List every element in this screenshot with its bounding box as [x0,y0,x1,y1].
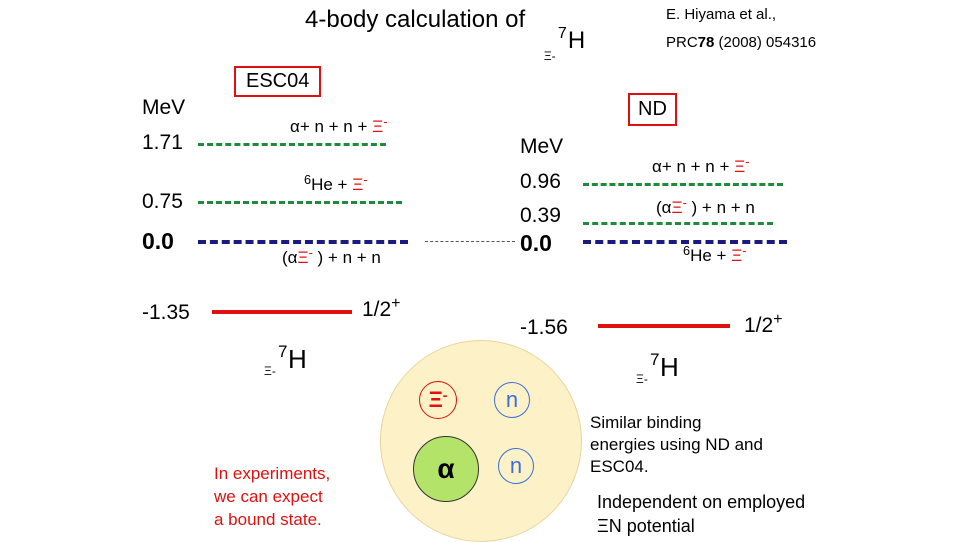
left-energy-1: 1.71 [142,131,183,154]
right-channel-low: 6He + Ξ- [683,242,747,265]
left-energy-3: 0.0 [142,228,174,254]
right-unit: MeV [520,135,564,158]
title-text: 4-body calculation of [305,6,532,33]
right-level-zero [583,240,787,244]
cluster-xi-particle: Ξ- [419,381,457,419]
title-nucleus-mass: 7 [557,25,567,42]
reference-citation: PRC78 (2008) 054316 [666,34,817,51]
left-unit: MeV [142,96,186,119]
right-energy-1: 0.96 [520,170,561,193]
reference-authors: E. Hiyama et al., [666,6,777,23]
right-level-top [583,183,783,186]
cluster-neutron-1: n [494,382,530,418]
left-channel-top: α+ n + n + Ξ- [290,113,388,136]
right-nucleus: Ξ- 7 H [636,350,696,390]
left-level-top [198,143,386,146]
right-channel-top: α+ n + n + Ξ- [652,153,750,176]
esc04-label: ESC04 [234,66,322,97]
note-experiment: In experiments, we can expect a bound st… [214,464,331,529]
right-nucleus-xi: Ξ- [636,372,648,386]
left-level-mid [198,201,402,204]
right-nucleus-element: H [660,352,679,382]
note-similar: Similar binding energies using ND and ES… [590,413,763,476]
right-level-bound [598,324,730,328]
right-nucleus-mass: 7 [650,350,660,369]
left-nucleus-element: H [288,344,307,374]
left-energy-2: 0.75 [142,190,183,213]
left-level-bound [212,310,352,314]
cluster-alpha-particle: α [413,436,479,502]
left-channel-mid: 6He + Ξ- [304,171,368,194]
left-level-zero [198,240,408,244]
right-channel-mid: (αΞ- ) + n + n [656,194,755,217]
left-energy-4: -1.35 [142,301,190,324]
right-energy-2: 0.39 [520,204,561,227]
right-energy-4: -1.56 [520,316,568,339]
right-level-mid [583,222,773,225]
note-independent: Independent on employed ΞN potential [597,492,806,536]
left-state-label: 1/2+ [362,295,401,321]
right-state-label: 1/2+ [744,311,783,337]
title-nucleus-element: H [567,27,586,54]
left-channel-low: (αΞ- ) + n + n [282,244,381,267]
left-nucleus-mass: 7 [278,342,288,361]
left-nucleus-xi: Ξ- [264,364,276,378]
nd-label: ND [628,93,677,126]
left-nucleus: Ξ- 7 H [264,342,324,382]
right-energy-3: 0.0 [520,230,552,256]
cluster-neutron-2: n [498,448,534,484]
threshold-connector [425,241,515,242]
cluster-diagram [380,340,582,542]
page-title: 4-body calculation of Ξ- 7 H [305,6,592,63]
title-nucleus-xi: Ξ- [543,49,556,63]
